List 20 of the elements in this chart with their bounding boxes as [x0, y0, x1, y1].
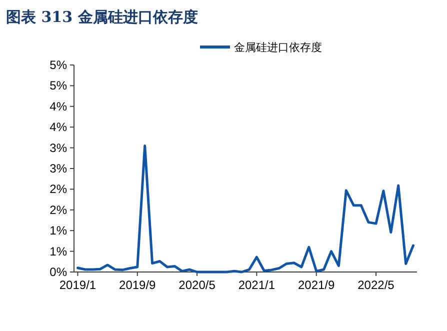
x-tick-label: 2022/5	[358, 278, 395, 292]
y-tick-label: 3%	[50, 162, 68, 176]
line-series	[76, 144, 415, 274]
y-tick-label: 1%	[50, 244, 68, 258]
legend-label: 金属硅进口依存度	[234, 41, 322, 54]
chart-title: 图表 313 金属硅进口依存度	[6, 8, 198, 26]
y-tick-label: 2%	[50, 182, 68, 196]
y-tick-label: 0%	[50, 265, 68, 279]
y-tick-label: 4%	[50, 99, 68, 114]
x-tick-label: 2020/5	[178, 278, 216, 292]
y-tick-label: 5%	[50, 58, 68, 72]
x-tick-label: 2021/1	[238, 278, 276, 292]
x-tick-label: 2019/9	[119, 278, 156, 292]
y-tick-label: 1%	[50, 224, 68, 238]
x-tick-label: 2019/1	[59, 278, 96, 292]
y-tick-label: 3%	[50, 140, 68, 155]
y-tick-label: 4%	[50, 120, 68, 134]
y-tick-label: 2%	[50, 202, 68, 217]
x-tick-label: 2021/9	[298, 278, 336, 292]
y-tick-label: 5%	[50, 78, 68, 93]
